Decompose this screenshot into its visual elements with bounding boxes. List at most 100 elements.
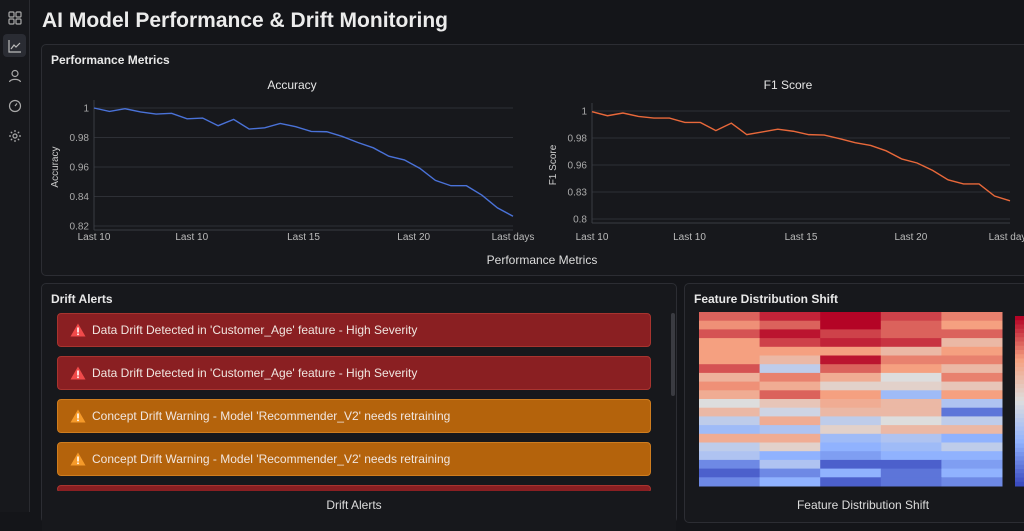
colorbar-segment [1015,371,1024,376]
heatmap-cell [820,329,881,338]
heatmap-cell [881,382,942,391]
heatmap-cell [699,425,760,434]
heatmap-cell [699,347,760,356]
heatmap-cell [699,382,760,391]
heatmap-cell [820,434,881,443]
heatmap-cell [699,434,760,443]
heatmap-cell [941,434,1002,443]
heatmap-cell [820,382,881,391]
heatmap-cell [699,408,760,417]
heatmap-cell [820,390,881,399]
heatmap-cell [760,356,821,365]
heatmap-cell [699,338,760,347]
heatmap-cell [881,425,942,434]
colorbar-segment [1015,350,1024,355]
heatmap-cell [760,312,821,321]
heatmap-cell [820,399,881,408]
heatmap-cell [760,469,821,478]
heatmap-cell [941,382,1002,391]
colorbar-segment [1015,359,1024,364]
colorbar-segment [1015,342,1024,347]
heatmap-cell [881,329,942,338]
heatmap-cell [941,347,1002,356]
heatmap-cell [941,373,1002,382]
heatmap-cell [760,477,821,486]
heatmap-cell [881,312,942,321]
heatmap-cell [699,356,760,365]
colorbar-segment [1015,325,1024,330]
colorbar-segment [1015,376,1024,381]
heatmap-cell [699,321,760,330]
heatmap-cell [881,451,942,460]
colorbar-segment [1015,478,1024,483]
heatmap-cell [941,443,1002,452]
colorbar-segment [1015,388,1024,393]
heatmap-cell [881,347,942,356]
colorbar-segment [1015,316,1024,321]
heatmap-cell [760,434,821,443]
heatmap-cell [941,321,1002,330]
heatmap-cell [881,460,942,469]
heatmap-cell [699,469,760,478]
heatmap-cell [760,443,821,452]
colorbar-segment [1015,427,1024,432]
heatmap-cell [699,460,760,469]
colorbar-segment [1015,439,1024,444]
heatmap-cell [881,477,942,486]
heatmap-cell [760,338,821,347]
colorbar-segment [1015,456,1024,461]
heatmap-cell [699,364,760,373]
heatmap-cell [820,443,881,452]
heatmap-cell [820,373,881,382]
heatmap-cell [881,356,942,365]
colorbar-segment [1015,435,1024,440]
heatmap-cell [881,373,942,382]
heatmap-cell [699,416,760,425]
heatmap-cell [820,408,881,417]
colorbar-segment [1015,329,1024,334]
heatmap-cell [941,469,1002,478]
colorbar-segment [1015,448,1024,453]
colorbar-segment [1015,482,1024,487]
heatmap-cell [881,434,942,443]
heatmap-cell [941,390,1002,399]
heatmap-cell [820,338,881,347]
heatmap-cell [699,329,760,338]
heatmap-cell [941,477,1002,486]
heatmap-cell [881,416,942,425]
heatmap-cell [820,451,881,460]
heatmap-cell [941,416,1002,425]
heatmap-cell [820,477,881,486]
colorbar-segment [1015,320,1024,325]
colorbar-segment [1015,452,1024,457]
heatmap-cell [820,425,881,434]
heatmap-cell [760,329,821,338]
colorbar-segment [1015,431,1024,436]
colorbar-segment [1015,444,1024,449]
heatmap-cell [699,390,760,399]
colorbar-segment [1015,363,1024,368]
heatmap-cell [820,356,881,365]
heatmap-cell [760,364,821,373]
colorbar-segment [1015,461,1024,466]
heatmap-cell [881,364,942,373]
colorbar-segment [1015,354,1024,359]
colorbar-segment [1015,346,1024,351]
heatmap-cell [820,416,881,425]
heatmap-cell [941,364,1002,373]
colorbar-segment [1015,393,1024,398]
heatmap-cell [699,451,760,460]
heatmap-cell [881,338,942,347]
heatmap-cell [941,460,1002,469]
heatmap-cell [699,443,760,452]
colorbar-segment [1015,405,1024,410]
heatmap-cell [760,382,821,391]
heatmap-cell [699,312,760,321]
colorbar-segment [1015,469,1024,474]
heatmap-cell [760,408,821,417]
colorbar-segment [1015,380,1024,385]
colorbar-segment [1015,410,1024,415]
heatmap-cell [699,399,760,408]
heatmap-cell [760,321,821,330]
colorbar-segment [1015,422,1024,427]
